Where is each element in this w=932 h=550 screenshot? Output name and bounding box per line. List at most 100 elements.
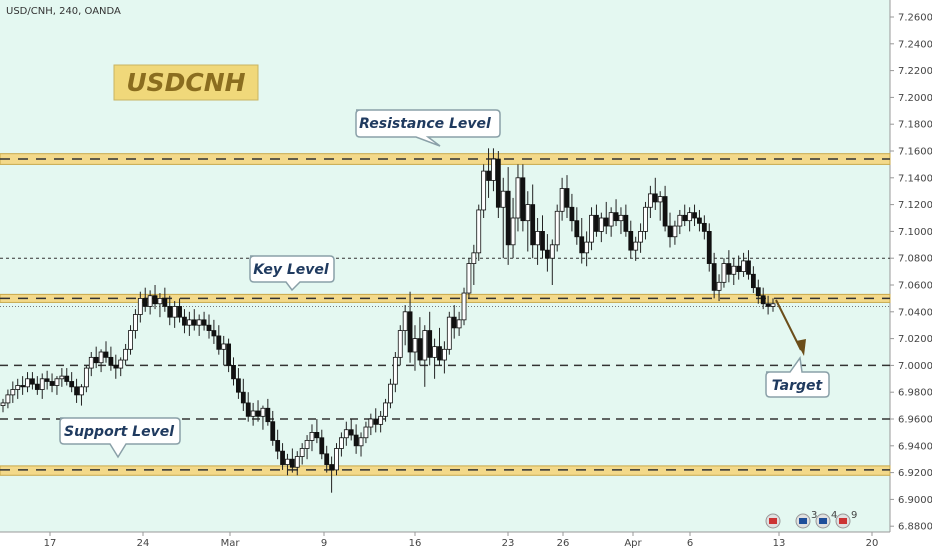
candlestick bbox=[240, 378, 246, 411]
candlestick bbox=[638, 223, 643, 253]
candlestick bbox=[25, 372, 30, 393]
price-tick-label: 6.94000 bbox=[898, 441, 932, 452]
candlestick bbox=[760, 287, 766, 310]
candlestick bbox=[216, 325, 222, 355]
candlestick bbox=[142, 287, 148, 312]
candlestick bbox=[726, 250, 732, 283]
candlestick bbox=[765, 295, 771, 315]
price-tick-label: 6.92000 bbox=[898, 468, 932, 479]
candlestick bbox=[285, 453, 290, 476]
candlestick bbox=[603, 201, 609, 235]
candlestick bbox=[108, 346, 114, 371]
candlestick bbox=[692, 204, 697, 227]
candlestick bbox=[123, 343, 129, 366]
candlestick bbox=[157, 293, 163, 318]
candlestick bbox=[623, 204, 629, 237]
candlestick bbox=[363, 421, 369, 444]
candlestick bbox=[706, 223, 712, 272]
candlestick bbox=[236, 368, 241, 399]
candlestick bbox=[392, 352, 398, 393]
candlestick bbox=[280, 443, 285, 470]
chart-title: USD/CNH, 240, OANDA bbox=[6, 6, 121, 17]
candlestick bbox=[461, 287, 467, 326]
calendar-badge-icon[interactable]: 9 bbox=[835, 510, 857, 529]
price-tick-label: 7.10000 bbox=[898, 227, 932, 238]
calendar-badge-icon[interactable]: 4 bbox=[815, 510, 837, 529]
time-tick-label: 26 bbox=[557, 538, 570, 549]
candlestick bbox=[662, 185, 668, 232]
price-tick-label: 7.22000 bbox=[898, 66, 932, 77]
svg-text:Target: Target bbox=[772, 378, 824, 394]
candlestick bbox=[83, 365, 89, 393]
candlestick bbox=[687, 207, 693, 232]
candlestick bbox=[589, 207, 594, 251]
candlestick bbox=[39, 373, 45, 399]
price-tick-labels: 7.26000 7.24000 7.22000 7.20000 7.18000 7.160… bbox=[890, 13, 932, 533]
event-badges[interactable]: 3 4 9 bbox=[765, 510, 857, 529]
candlestick bbox=[451, 305, 457, 339]
price-tick-label: 7.26000 bbox=[898, 13, 932, 24]
candlestick bbox=[643, 201, 648, 240]
price-tick-label: 6.88000 bbox=[898, 522, 932, 533]
candlestick bbox=[427, 311, 433, 366]
candlestick bbox=[446, 311, 452, 355]
candlestick bbox=[442, 341, 447, 374]
candlestick bbox=[510, 197, 516, 259]
candlestick bbox=[486, 148, 491, 198]
candlestick bbox=[177, 298, 182, 323]
target-arrow bbox=[775, 299, 806, 356]
candlestick bbox=[93, 346, 99, 369]
candlestick bbox=[515, 164, 521, 232]
calendar-badge-icon[interactable] bbox=[765, 513, 781, 529]
key-level-callout[interactable]: Key Level bbox=[249, 255, 335, 292]
svg-text:USDCNH: USDCNH bbox=[126, 68, 245, 97]
candlestick bbox=[88, 352, 94, 377]
candlestick bbox=[544, 234, 550, 272]
candlestick bbox=[481, 164, 487, 218]
candlestick bbox=[466, 258, 472, 299]
candlestick bbox=[162, 287, 168, 312]
candlestick bbox=[711, 252, 717, 299]
svg-text:Resistance Level: Resistance Level bbox=[359, 116, 491, 132]
candlestick bbox=[118, 357, 124, 377]
candlestick bbox=[373, 408, 379, 433]
svg-text:Key Level: Key Level bbox=[253, 262, 329, 278]
candlestick bbox=[407, 291, 413, 363]
price-tick-label: 7.24000 bbox=[898, 39, 932, 50]
candlestick bbox=[540, 215, 545, 259]
support-callout[interactable]: Support Level bbox=[59, 417, 181, 459]
price-tick-label: 7.14000 bbox=[898, 173, 932, 184]
candlestick bbox=[378, 410, 384, 433]
candlestick bbox=[211, 319, 217, 344]
candlestick bbox=[697, 209, 702, 232]
candlestick bbox=[304, 435, 310, 460]
candlestick bbox=[343, 421, 349, 446]
candlestick bbox=[388, 378, 393, 409]
candlestick bbox=[59, 368, 65, 387]
price-tick-label: 6.90000 bbox=[898, 495, 932, 506]
candlestick bbox=[432, 338, 437, 379]
price-tick-label: 6.96000 bbox=[898, 415, 932, 426]
resistance-callout[interactable]: Resistance Level bbox=[355, 109, 501, 147]
price-tick-label: 6.98000 bbox=[898, 388, 932, 399]
candlestick bbox=[736, 255, 742, 280]
calendar-badge-icon[interactable]: 3 bbox=[795, 510, 817, 529]
price-tick-label: 7.08000 bbox=[898, 254, 932, 265]
candlestick bbox=[456, 311, 462, 336]
candlestick bbox=[20, 376, 26, 395]
candlestick bbox=[564, 175, 570, 218]
candlestick bbox=[682, 204, 688, 227]
candlestick bbox=[721, 258, 727, 288]
candlestick bbox=[74, 378, 79, 403]
candlestick bbox=[167, 295, 173, 326]
candlestick bbox=[530, 184, 536, 259]
candlestick bbox=[137, 291, 143, 323]
candlestick bbox=[339, 432, 344, 457]
target-callout[interactable]: Target bbox=[765, 356, 830, 398]
candlestick bbox=[574, 207, 580, 245]
candlestick bbox=[324, 445, 330, 473]
candlestick bbox=[741, 252, 746, 277]
candlestick bbox=[476, 204, 482, 261]
time-tick-labels: 17 24 Mar 9 16 23 26 Apr 6 13 20 bbox=[44, 532, 878, 549]
